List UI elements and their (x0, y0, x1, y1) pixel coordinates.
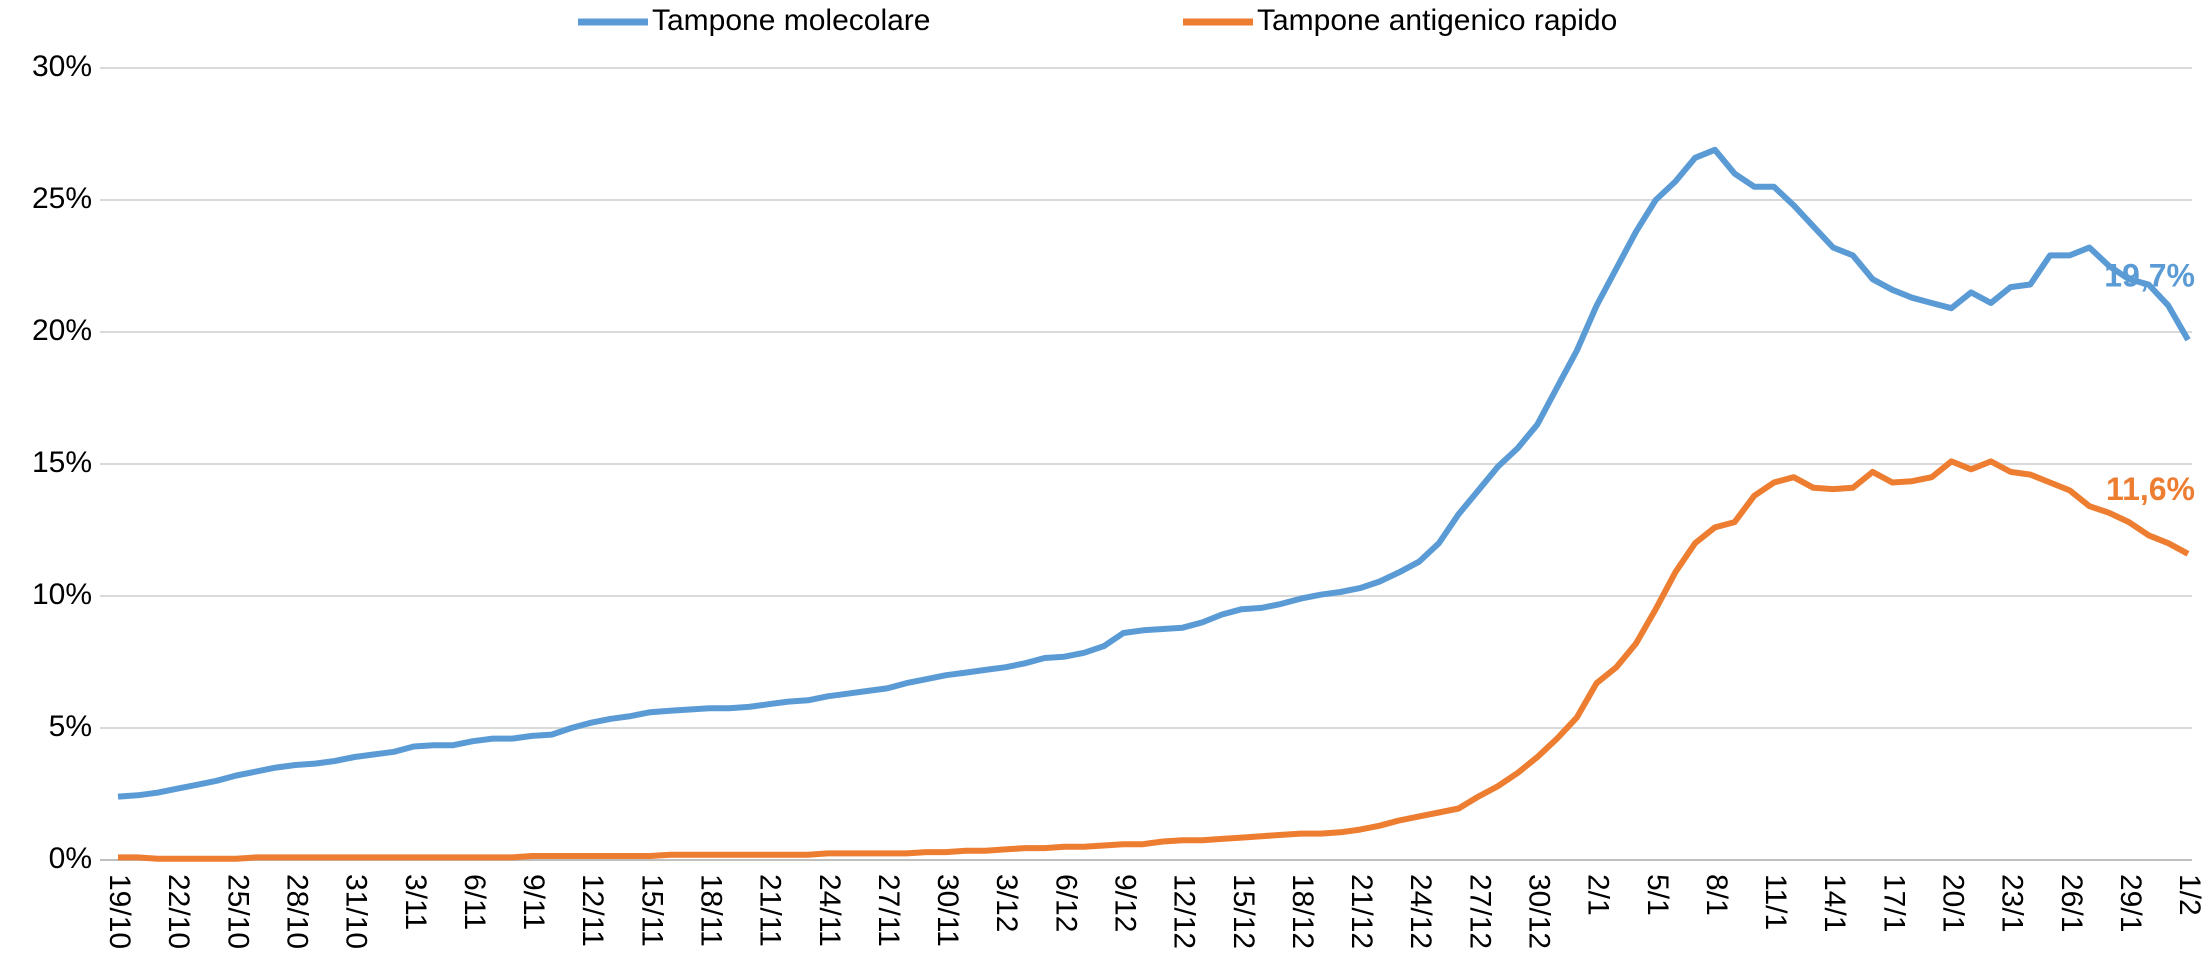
x-tick-label: 11/1 (1759, 874, 1792, 930)
x-tick-label: 9/11 (517, 874, 550, 930)
x-tick-label: 3/12 (990, 874, 1023, 932)
y-tick-label: 25% (32, 182, 92, 215)
x-tick-label: 15/11 (635, 874, 668, 947)
x-tick-label: 30/12 (1523, 874, 1556, 949)
x-tick-label: 12/11 (576, 874, 609, 947)
x-tick-label: 23/1 (1996, 874, 2029, 932)
x-tick-label: 18/12 (1286, 874, 1319, 949)
x-tick-label: 30/11 (931, 874, 964, 947)
x-tick-label: 27/12 (1463, 874, 1496, 949)
x-tick-label: 15/12 (1227, 874, 1260, 949)
y-tick-label: 20% (32, 314, 92, 347)
series-line (118, 458, 2190, 862)
x-tick-label: 18/11 (695, 874, 728, 947)
legend-label: Tampone molecolare (652, 4, 930, 37)
x-tick-label: 20/1 (1937, 874, 1970, 932)
x-tick-label: 12/12 (1168, 874, 1201, 949)
x-tick-label: 3/11 (399, 874, 432, 930)
x-tick-label: 22/10 (162, 874, 195, 949)
x-tick-label: 8/1 (1700, 874, 1733, 916)
legend-label: Tampone antigenico rapido (1257, 4, 1617, 37)
y-tick-label: 15% (32, 446, 92, 479)
x-tick-label: 31/10 (340, 874, 373, 949)
x-tick-label: 29/1 (2114, 874, 2147, 932)
x-tick-label: 19/10 (103, 874, 136, 949)
x-tick-label: 17/1 (1877, 874, 1910, 932)
data-label: 11,6% (2106, 471, 2195, 507)
series-line (117, 146, 2191, 800)
y-tick-label: 10% (32, 578, 92, 611)
x-tick-label: 26/1 (2055, 874, 2088, 932)
x-tick-label: 6/11 (458, 874, 491, 930)
data-label: 19,7% (2104, 257, 2195, 293)
x-tick-label: 14/1 (1818, 874, 1851, 932)
y-tick-label: 0% (49, 842, 92, 875)
x-tick-label: 24/12 (1404, 874, 1437, 949)
y-tick-label: 30% (32, 50, 92, 83)
x-tick-label: 21/12 (1345, 874, 1378, 949)
x-tick-label: 6/12 (1049, 874, 1082, 932)
x-tick-label: 24/11 (813, 874, 846, 947)
x-tick-label: 1/2 (2173, 874, 2202, 916)
x-tick-label: 2/1 (1582, 874, 1615, 916)
x-tick-label: 28/10 (281, 874, 314, 949)
x-tick-label: 21/11 (754, 874, 787, 947)
x-tick-label: 27/11 (872, 874, 905, 947)
y-tick-label: 5% (49, 710, 92, 743)
x-tick-label: 5/1 (1641, 874, 1674, 916)
x-tick-label: 25/10 (221, 874, 254, 949)
x-tick-label: 9/12 (1109, 874, 1142, 932)
